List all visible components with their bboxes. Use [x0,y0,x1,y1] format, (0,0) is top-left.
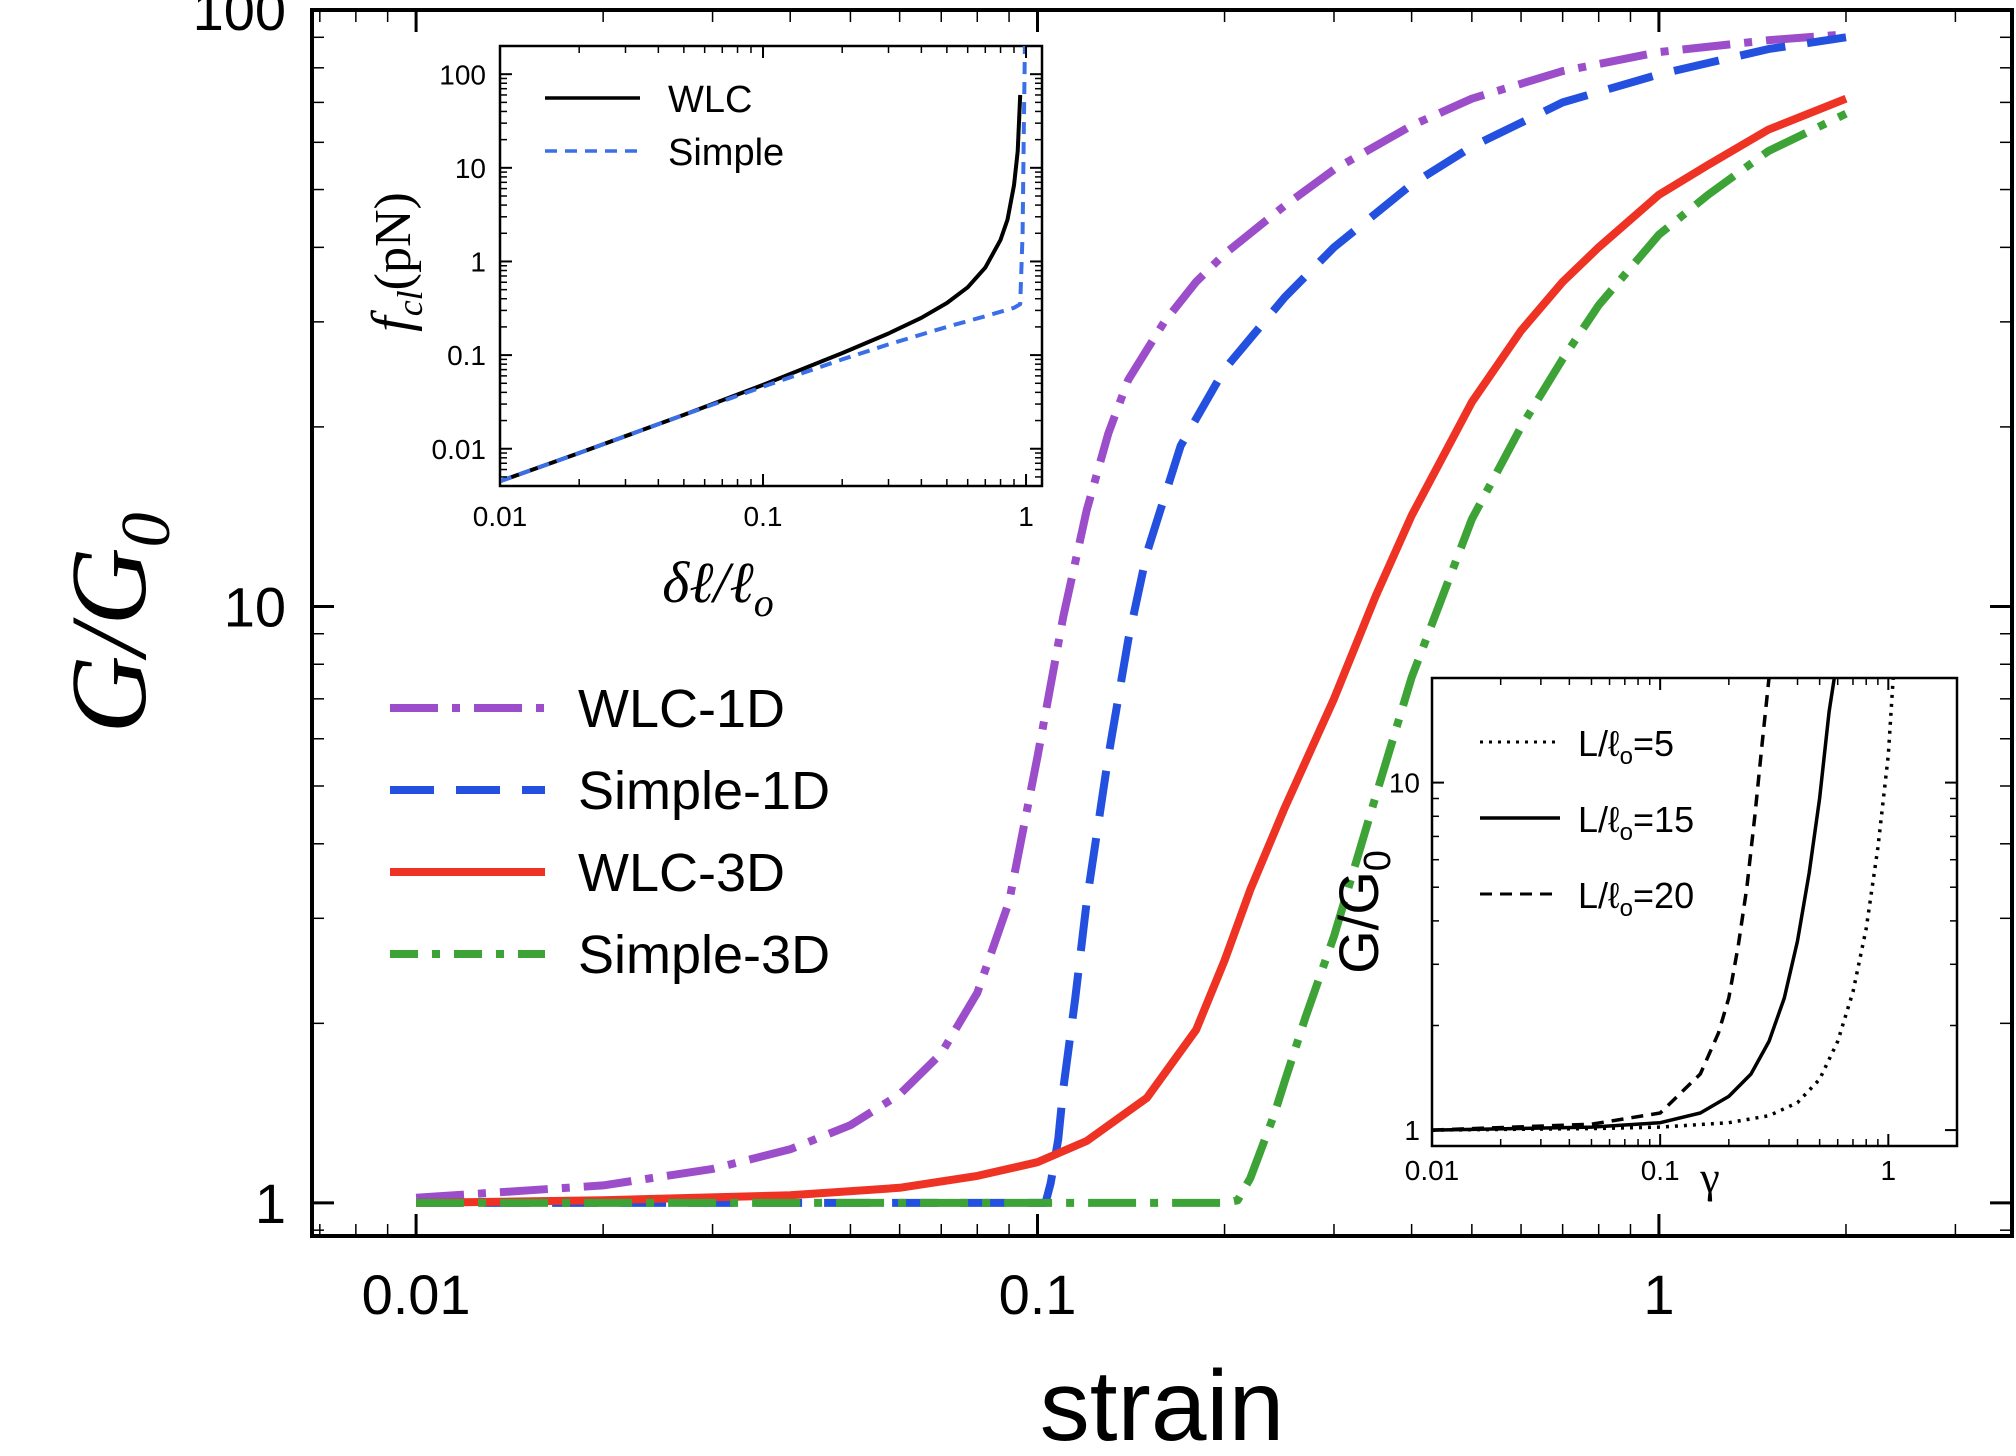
main-y-tick-label: 10 [224,576,286,639]
main-x-tick-label: 0.1 [999,1263,1077,1326]
inset-mod-legend-5-suffix: =5 [1633,723,1674,764]
main-x-axis-label: strain [1040,1350,1285,1451]
inset-force-x-tick-label: 0.1 [744,501,783,532]
inset-modulus-x-tick-label: 1 [1881,1155,1897,1186]
inset-force-frame [498,44,1044,488]
inset-mod-legend-5-sub: o [1620,743,1633,770]
inset-modulus-x-tick-label: 0.01 [1405,1155,1460,1186]
main-x-tick-label: 1 [1643,1263,1674,1326]
legend-label-simple-1d: Simple-1D [578,761,830,821]
inset-force-y-tick-label: 1 [470,247,486,278]
inset-mod-legend-15-suffix: =15 [1633,799,1694,840]
inset-modulus-legend: L/ℓo=5 L/ℓo=15 L/ℓo=20 [1480,723,1694,922]
legend-label-simple-3d: Simple-3D [578,925,830,985]
inset-legend-label-wlc: WLC [668,79,752,121]
inset-mod-legend-20-main: L/ℓ [1578,875,1620,916]
inset-force-y-tick-label: 100 [439,59,486,90]
inset-modulus-series-1-l-15-line [1432,678,1837,1132]
inset-force-y-axis-label-unit: (pN) [365,192,422,290]
inset-force-x-tick-label: 1 [1018,501,1034,532]
inset-force-y-tick-label: 10 [455,153,486,184]
inset-force-x-axis-label: δℓ/ℓo [662,550,773,625]
main-y-tick-label: 1 [255,1172,286,1235]
inset-modulus-x-axis-label: γ [1699,1153,1719,1202]
inset-force-plot: 0.01 0.1 1 0.01 0.1 1 10 100 δℓ/ℓo fcl(pN) WLC … [361,44,1044,625]
inset-mod-legend-15-main: L/ℓ [1578,799,1620,840]
main-x-tick-label: 0.01 [362,1263,471,1326]
inset-modulus-series-2-l-20-line [1432,678,1771,1132]
inset-force-series-1-simple-line [500,46,1027,484]
main-y-tick-label: 100 [193,0,286,42]
inset-mod-legend-20-suffix: =20 [1633,875,1694,916]
legend-label-wlc-3d: WLC-3D [578,843,785,903]
main-series-2-wlc-3d-line [416,94,1848,1207]
main-y-axis-label-main: G/G [50,548,169,734]
inset-force-y-axis-label-sub: cl [390,290,430,316]
inset-modulus-ticks-group: 0.01 0.1 1 1 10 [1389,678,1957,1186]
inset-force-x-axis-label-sub: o [754,580,774,625]
inset-force-y-axis-label: fcl(pN) [361,192,430,332]
inset-force-y-tick-label: 0.01 [432,434,487,465]
inset-mod-legend-label-15: L/ℓo=15 [1578,799,1694,846]
inset-modulus-y-axis-label: G/G0 [1327,850,1399,974]
inset-mod-legend-label-5: L/ℓo=5 [1578,723,1674,770]
inset-force-x-tick-label: 0.01 [473,501,528,532]
inset-modulus-series-0-l-5-line [1432,678,1895,1132]
inset-force-y-tick-label: 0.1 [447,340,486,371]
inset-modulus-y-tick-label: 10 [1389,768,1420,799]
main-legend: WLC-1D Simple-1D WLC-3D Simple-3D [390,679,830,985]
inset-modulus-y-tick-label: 1 [1404,1115,1420,1146]
main-series-0-wlc-1d-line [415,30,1847,1202]
inset-force-legend: WLC Simple [545,79,784,174]
main-plot-frame [310,8,2014,1238]
inset-mod-legend-label-20: L/ℓo=20 [1578,875,1694,922]
main-y-axis-label-sub: 0 [108,513,185,548]
inset-modulus-frame [1430,676,1959,1148]
inset-force-ticks-group: 0.01 0.1 1 0.01 0.1 1 10 100 [432,46,1042,532]
inset-force-series-group [500,46,1027,484]
main-series-group [415,30,1848,1207]
inset-modulus-y-axis-label-sub: 0 [1357,850,1399,871]
legend-label-wlc-1d: WLC-1D [578,679,785,739]
inset-modulus-series-group [1432,678,1895,1132]
inset-legend-label-simple: Simple [668,132,784,174]
inset-force-x-axis-label-main: δℓ/ℓ [662,550,753,615]
inset-modulus-x-tick-label: 0.1 [1641,1155,1680,1186]
inset-mod-legend-5-main: L/ℓ [1578,723,1620,764]
inset-mod-legend-20-sub: o [1620,895,1633,922]
inset-mod-legend-15-sub: o [1620,819,1633,846]
main-y-axis-label: G/G0 [50,513,185,734]
inset-modulus-y-axis-label-main: G/G [1327,871,1390,974]
main-series-1-simple-1d-line [416,33,1847,1207]
main-series-3-simple-3d-line [416,110,1848,1207]
